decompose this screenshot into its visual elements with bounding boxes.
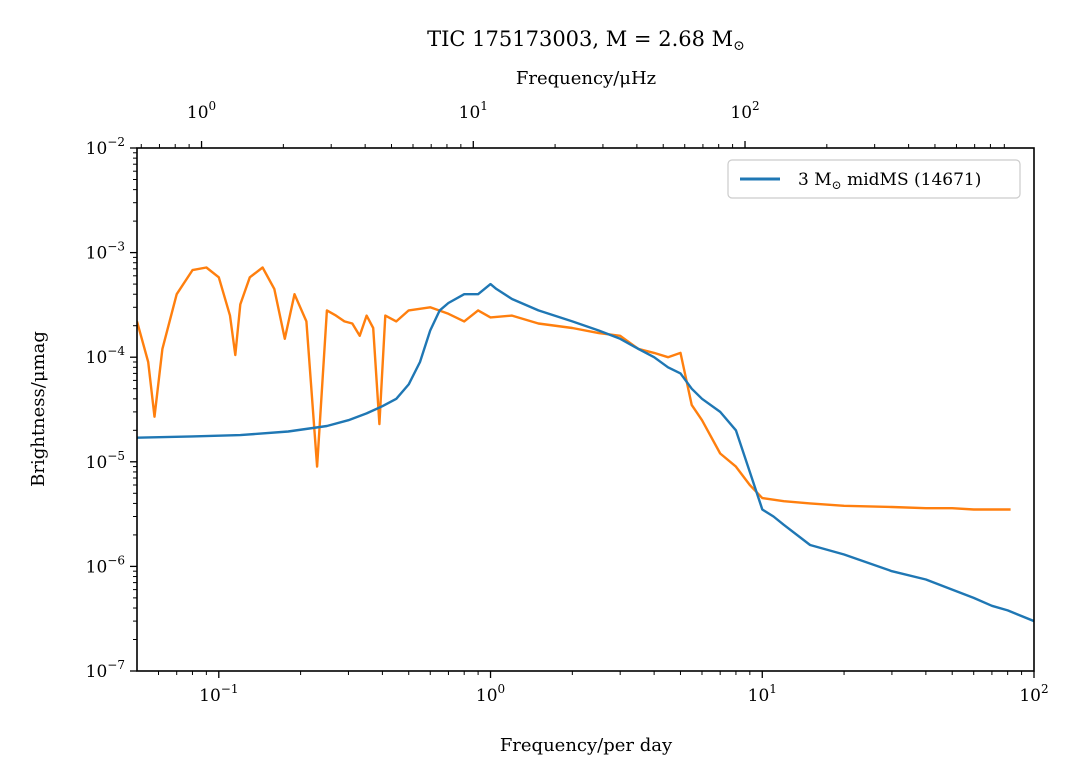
legend: 3 M⊙ midMS (14671) [727, 159, 1021, 199]
x-axis-label: Frequency/per day [500, 735, 673, 756]
plot-frame [136, 147, 1035, 672]
top-tick-label: 102 [730, 99, 759, 123]
y-tick-label: 10−4 [86, 344, 126, 368]
top-tick-label: 101 [459, 99, 488, 123]
y-tick-label: 10−3 [86, 240, 125, 264]
legend-box [727, 159, 1021, 199]
y-axis-label: Brightness/μmag [28, 331, 49, 487]
legend-label-model: 3 M⊙ midMS (14671) [798, 170, 981, 192]
x-tick-label: 10−1 [199, 682, 238, 706]
plot-area [136, 147, 1035, 672]
y-tick-label: 10−2 [86, 135, 125, 159]
x-tick-label: 100 [476, 682, 505, 706]
x-tick-label: 102 [1019, 682, 1048, 706]
chart-title: TIC 175173003, M = 2.68 M⊙ [427, 27, 745, 54]
series-line-model [137, 282, 1034, 623]
series-line-observed [137, 266, 1011, 511]
y-tick-label: 10−7 [86, 658, 125, 682]
y-tick-label: 10−6 [86, 553, 125, 577]
y-tick-label: 10−5 [86, 449, 125, 473]
top-x-axis-label: Frequency/μHz [516, 68, 656, 89]
top-tick-label: 100 [187, 99, 216, 123]
x-tick-label: 101 [748, 682, 777, 706]
